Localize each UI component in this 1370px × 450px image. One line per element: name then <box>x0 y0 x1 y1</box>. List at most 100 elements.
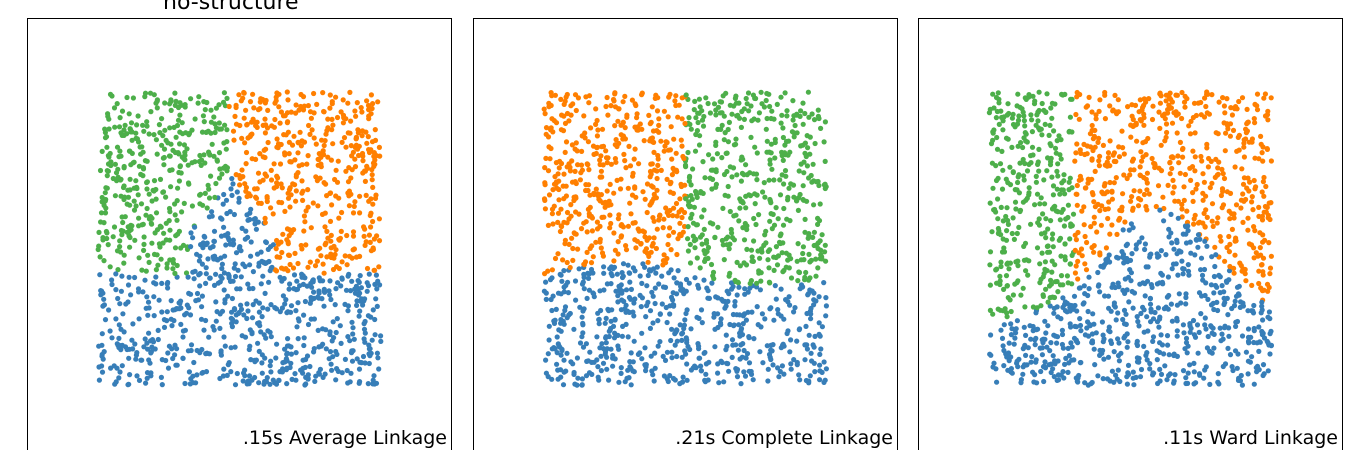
scatter-point <box>203 369 210 375</box>
scatter-point <box>713 112 719 118</box>
scatter-point <box>177 100 183 106</box>
scatter-point <box>365 313 371 319</box>
scatter-point <box>221 191 227 198</box>
scatter-point <box>1009 326 1015 332</box>
scatter-point <box>619 274 626 281</box>
scatter-point <box>235 267 241 273</box>
scatter-point <box>243 161 249 167</box>
scatter-point <box>1251 224 1257 230</box>
scatter-point <box>1091 214 1097 220</box>
scatter-point <box>1207 185 1213 191</box>
scatter-point <box>1014 103 1020 109</box>
scatter-point <box>247 343 253 349</box>
scatter-point <box>319 211 326 217</box>
scatter-point <box>763 97 769 104</box>
scatter-point <box>356 143 362 149</box>
scatter-point <box>155 327 161 333</box>
scatter-point <box>144 119 150 125</box>
scatter-point <box>724 360 730 366</box>
scatter-point <box>316 156 322 163</box>
scatter-point <box>122 214 128 220</box>
scatter-point <box>182 312 188 318</box>
scatter-point <box>806 378 812 384</box>
scatter-point <box>794 338 800 344</box>
scatter-point <box>1141 191 1147 198</box>
scatter-point <box>1142 293 1148 299</box>
scatter-point <box>343 144 349 150</box>
scatter-point <box>811 297 817 303</box>
scatter-point <box>1192 168 1198 174</box>
scatter-point <box>1129 194 1135 200</box>
scatter-point <box>822 242 828 248</box>
scatter-point <box>242 181 248 187</box>
scatter-point <box>639 330 645 336</box>
scatter-point <box>1207 349 1213 355</box>
scatter-point <box>288 303 295 309</box>
scatter-point <box>648 171 654 177</box>
scatter-point <box>701 207 707 213</box>
scatter-point <box>1260 272 1266 278</box>
scatter-point <box>170 307 176 313</box>
scatter-point <box>243 149 250 156</box>
scatter-point <box>1063 216 1069 222</box>
scatter-point <box>1016 190 1023 196</box>
scatter-point <box>564 315 570 321</box>
scatter-point <box>598 245 604 251</box>
scatter-point <box>823 295 829 301</box>
scatter-point <box>172 212 178 218</box>
scatter-point <box>614 271 620 277</box>
scatter-point <box>557 158 563 164</box>
scatter-point <box>1208 158 1214 164</box>
scatter-point <box>131 159 137 165</box>
scatter-point <box>990 311 996 317</box>
scatter-point <box>211 114 217 120</box>
scatter-point <box>1234 318 1241 325</box>
scatter-point <box>1107 103 1113 109</box>
scatter-point <box>726 368 732 374</box>
scatter-point <box>200 202 206 208</box>
scatter-point <box>232 113 238 119</box>
scatter-point <box>201 233 207 239</box>
scatter-point <box>805 292 811 298</box>
scatter-point <box>1179 258 1185 264</box>
scatter-point <box>1029 354 1035 360</box>
scatter-point <box>1204 214 1210 220</box>
scatter-point <box>160 240 166 246</box>
scatter-point <box>1026 92 1032 98</box>
scatter-point <box>1067 175 1073 181</box>
scatter-point <box>1261 174 1267 181</box>
scatter-point <box>673 200 680 207</box>
scatter-point <box>777 368 783 375</box>
scatter-point <box>670 190 677 196</box>
scatter-point <box>278 109 284 115</box>
scatter-point <box>1201 266 1208 273</box>
scatter-point <box>353 283 359 289</box>
scatter-point <box>212 194 218 200</box>
scatter-point <box>802 277 808 283</box>
scatter-point <box>213 318 219 324</box>
scatter-point <box>670 213 676 219</box>
scatter-point <box>999 186 1006 192</box>
scatter-point <box>782 150 788 156</box>
scatter-point <box>1045 155 1051 161</box>
scatter-point <box>553 120 560 126</box>
scatter-point <box>767 157 773 163</box>
scatter-point <box>561 219 567 225</box>
scatter-point <box>654 175 660 182</box>
scatter-point <box>118 249 124 255</box>
scatter-point <box>1144 278 1151 284</box>
scatter-point <box>703 371 709 377</box>
scatter-point <box>806 175 812 181</box>
scatter-point <box>1151 370 1157 376</box>
scatter-point <box>1100 142 1106 148</box>
scatter-point <box>612 330 618 336</box>
scatter-point <box>349 348 355 354</box>
scatter-point <box>1096 158 1102 164</box>
scatter-point <box>201 152 207 158</box>
scatter-point <box>347 338 353 344</box>
scatter-point <box>584 249 590 255</box>
scatter-point <box>1111 180 1117 186</box>
scatter-point <box>156 122 162 128</box>
scatter-point <box>672 98 678 104</box>
scatter-point <box>748 278 755 284</box>
